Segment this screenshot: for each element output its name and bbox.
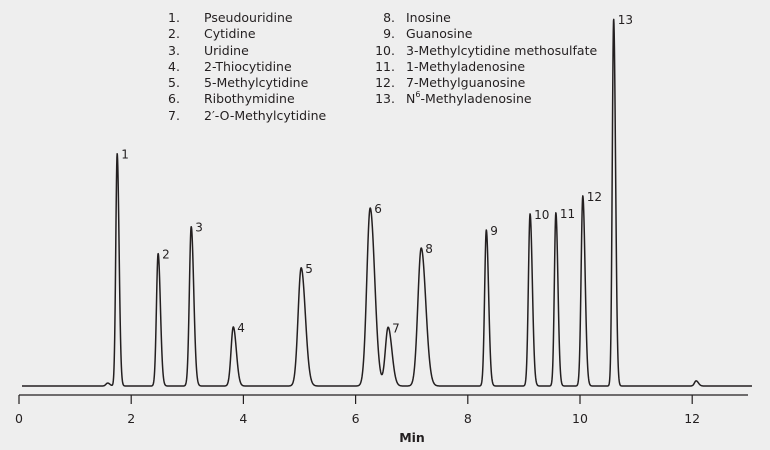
legend-item-number: 5.: [168, 75, 180, 91]
legend-item: 13. N6-Methyladenosine: [373, 91, 597, 107]
x-axis-ticks: 0 2 4 6 8 10 12: [15, 395, 700, 426]
legend-item-label: 1-Methyladenosine: [406, 58, 526, 74]
legend-item-number: 13.: [375, 91, 395, 107]
legend-item-number: 4.: [168, 58, 180, 74]
x-axis-tick-label: 8: [464, 411, 472, 426]
x-axis-tick-label: 10: [572, 411, 588, 426]
legend-item-label: N6-Methyladenosine: [406, 90, 532, 107]
legend-item-number: 3.: [168, 42, 180, 58]
peak-label: 6: [374, 202, 382, 216]
peak-label: 2: [162, 248, 170, 262]
peak-label: 13: [618, 13, 633, 27]
legend-item-label: 2′-O-Methylcytidine: [204, 107, 327, 123]
chromatogram-trace: [21, 18, 753, 387]
x-axis-tick-label: 0: [15, 411, 23, 426]
legend-item-number: 12.: [375, 75, 395, 91]
peak-label: 10: [534, 208, 549, 222]
legend-item-label: 2-Thiocytidine: [204, 58, 292, 74]
legend-item-label: 5-Methylcytidine: [204, 75, 309, 91]
legend-item: 12. 7-Methylguanosine: [373, 75, 597, 91]
x-axis-tick-label: 2: [127, 411, 135, 426]
legend-item: 10. 3-Methylcytidine methosulfate: [373, 43, 597, 59]
legend-item: 6. Ribothymidine: [168, 91, 326, 107]
legend-item-number: 8.: [383, 10, 395, 25]
x-axis-tick-label: 12: [684, 411, 700, 426]
legend-item-number: 7.: [168, 107, 180, 123]
legend-item-number: 10.: [375, 42, 395, 58]
legend-item-label: Ribothymidine: [204, 91, 295, 107]
legend-item: 3. Uridine: [168, 43, 326, 59]
peak-label: 4: [237, 321, 245, 335]
legend-item-number: 9.: [383, 26, 395, 42]
legend-item: 9. Guanosine: [373, 26, 597, 42]
peak-label: 7: [392, 321, 400, 335]
legend-item: 1. Pseudouridine: [168, 10, 326, 26]
legend-item: 2. Cytidine: [168, 26, 326, 42]
peak-label: 11: [560, 207, 575, 221]
legend-item-label: 3-Methylcytidine methosulfate: [406, 42, 598, 58]
legend-item-label: Pseudouridine: [204, 10, 293, 25]
legend-item-label: Guanosine: [406, 26, 473, 42]
legend-item-label: 7-Methylguanosine: [406, 75, 526, 91]
legend-item-number: 2.: [168, 26, 180, 42]
x-axis-tick-label: 4: [239, 411, 247, 426]
peak-label: 1: [121, 148, 129, 162]
legend-item: 4. 2-Thiocytidine: [168, 59, 326, 75]
legend-item: 5. 5-Methylcytidine: [168, 75, 326, 91]
x-axis: 0 2 4 6 8 10 12 Min: [15, 394, 748, 445]
legend-item-number: 6.: [168, 91, 180, 107]
peak-label: 3: [195, 221, 203, 235]
legend-item: 11. 1-Methyladenosine: [373, 59, 597, 75]
x-axis-title: Min: [399, 430, 425, 445]
legend-left-column: 1. Pseudouridine 2. Cytidine 3. Uridine 4. 2-Th…: [168, 10, 326, 124]
legend-item: 7. 2′-O-Methylcytidine: [168, 108, 326, 124]
legend-right-column: 8. Inosine 9. Guanosine 10. 3-Methylcytidine …: [373, 10, 597, 108]
peak-label: 12: [587, 190, 602, 204]
legend-item-number: 11.: [375, 58, 395, 74]
legend-item: 8. Inosine: [373, 10, 597, 26]
legend-item-label: Uridine: [204, 42, 249, 58]
legend-item-number: 1.: [168, 10, 180, 25]
peak-label: 5: [305, 262, 313, 276]
peak-label: 9: [490, 224, 498, 238]
peak-label: 8: [425, 242, 433, 256]
legend-item-label: Cytidine: [204, 26, 256, 42]
legend-item-label: Inosine: [406, 10, 451, 25]
x-axis-tick-label: 6: [352, 411, 360, 426]
